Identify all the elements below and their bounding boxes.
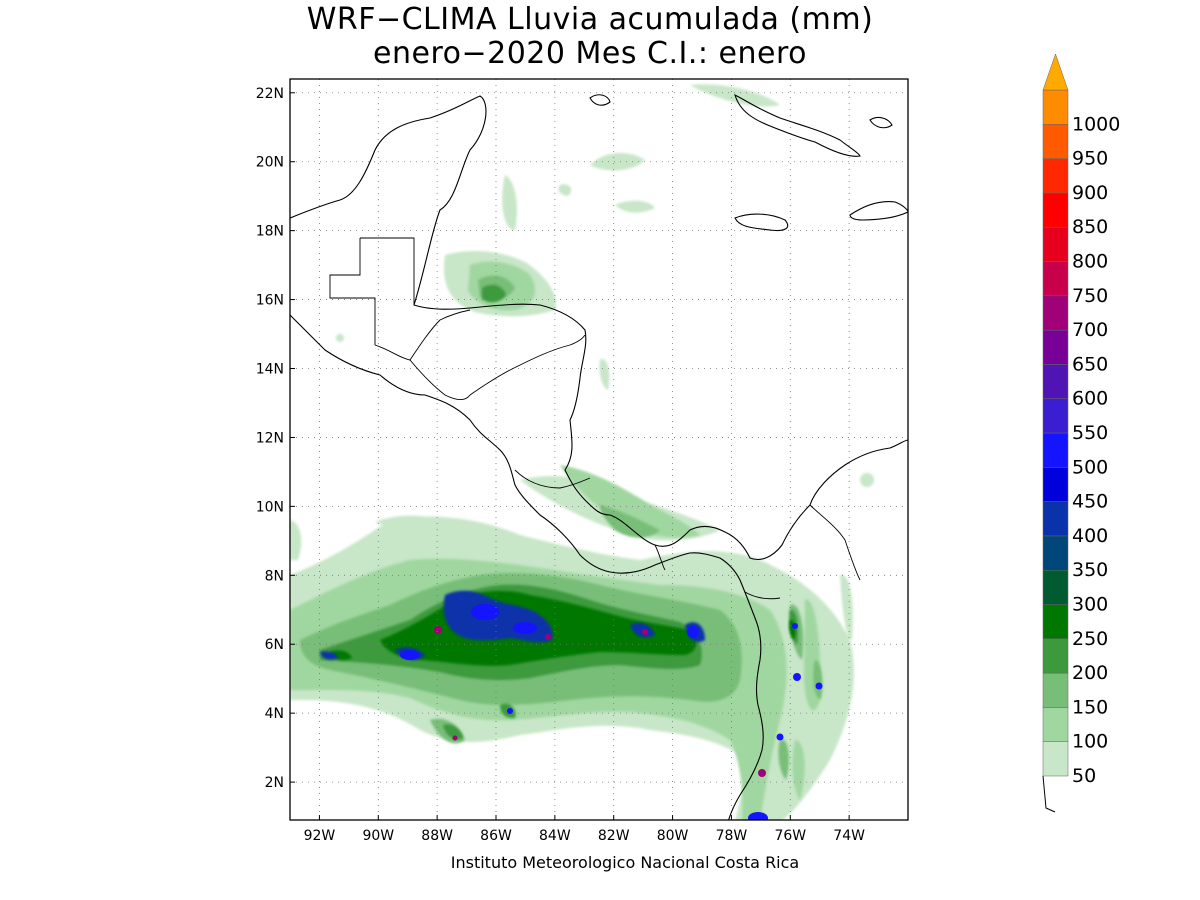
credit-text: Instituto Meteorologico Nacional Costa R… bbox=[450, 853, 800, 872]
lon-tick-label: 82W bbox=[598, 828, 630, 844]
graticule bbox=[290, 79, 908, 820]
colorbar-label: 300 bbox=[1072, 594, 1108, 616]
lat-tick-label: 14N bbox=[256, 362, 284, 378]
lon-tick-label: 88W bbox=[421, 828, 453, 844]
colorbar-swatch bbox=[1042, 398, 1069, 434]
colorbar-label: 100 bbox=[1072, 731, 1108, 753]
country-borders bbox=[329, 237, 861, 600]
precipitation-field bbox=[290, 84, 874, 820]
colorbar-swatch bbox=[1042, 261, 1069, 297]
map-frame bbox=[289, 78, 909, 821]
lat-tick-label: 8N bbox=[265, 568, 284, 584]
colorbar-label: 250 bbox=[1072, 628, 1108, 650]
colorbar-swatch bbox=[1042, 535, 1069, 571]
lat-tick-label: 18N bbox=[256, 224, 284, 240]
lat-tick-label: 16N bbox=[256, 293, 284, 309]
colorbar-swatch bbox=[1042, 192, 1069, 228]
lat-tick-label: 4N bbox=[265, 706, 284, 722]
lon-tick-label: 80W bbox=[657, 828, 689, 844]
longitude-tick-labels: 92W 90W 88W 86W 84W 82W 80W 78W 76W 74W bbox=[304, 815, 865, 844]
colorbar-swatch bbox=[1042, 226, 1069, 262]
colorbar-swatch bbox=[1042, 501, 1069, 537]
colorbar-label: 850 bbox=[1072, 216, 1108, 238]
colorbar-label: 50 bbox=[1072, 765, 1096, 787]
lon-tick-label: 92W bbox=[304, 828, 336, 844]
lon-tick-label: 90W bbox=[362, 828, 394, 844]
lon-tick-label: 84W bbox=[539, 828, 571, 844]
colorbar-label: 800 bbox=[1072, 251, 1108, 273]
colorbar-label: 700 bbox=[1072, 319, 1108, 341]
colorbar-swatch bbox=[1042, 741, 1069, 777]
colorbar-label: 400 bbox=[1072, 525, 1108, 547]
colorbar-label: 900 bbox=[1072, 182, 1108, 204]
lon-tick-label: 74W bbox=[833, 828, 865, 844]
coastlines bbox=[290, 93, 908, 820]
colorbar-swatch bbox=[1042, 158, 1069, 194]
colorbar-swatch bbox=[1042, 432, 1069, 468]
lat-tick-label: 10N bbox=[256, 499, 284, 515]
colorbar: 50 100 150 200 250 300 350 400 450 500 550 600 650 70… bbox=[1042, 53, 1120, 813]
colorbar-label: 1000 bbox=[1072, 113, 1120, 135]
colorbar-label: 950 bbox=[1072, 148, 1108, 170]
colorbar-swatch bbox=[1042, 364, 1069, 399]
lat-tick-label: 12N bbox=[256, 430, 284, 446]
colorbar-swatch bbox=[1042, 707, 1069, 742]
colorbar-swatch bbox=[1042, 672, 1069, 708]
map-title-line1: WRF−CLIMA Lluvia acumulada (mm) bbox=[306, 2, 874, 37]
colorbar-label: 150 bbox=[1072, 696, 1108, 718]
lat-tick-label: 6N bbox=[265, 637, 284, 653]
colorbar-swatch bbox=[1042, 329, 1069, 365]
colorbar-label: 550 bbox=[1072, 422, 1108, 444]
lon-tick-label: 86W bbox=[480, 828, 512, 844]
colorbar-swatch bbox=[1042, 124, 1069, 159]
colorbar-swatch bbox=[1042, 569, 1069, 605]
colorbar-swatch bbox=[1042, 467, 1069, 502]
colorbar-label: 450 bbox=[1072, 491, 1108, 513]
rain-band-450plus bbox=[400, 604, 823, 820]
rain-band-650plus bbox=[434, 626, 766, 777]
lon-tick-label: 76W bbox=[774, 828, 806, 844]
colorbar-label: 350 bbox=[1072, 559, 1108, 581]
colorbar-swatch bbox=[1042, 295, 1069, 331]
lat-tick-label: 22N bbox=[256, 86, 284, 102]
colorbar-swatch bbox=[1042, 89, 1069, 125]
colorbar-label: 200 bbox=[1072, 662, 1108, 684]
colorbar-swatch bbox=[1042, 638, 1069, 674]
lat-tick-label: 20N bbox=[256, 155, 284, 171]
colorbar-upper-arrow bbox=[1042, 53, 1069, 91]
colorbar-label: 600 bbox=[1072, 388, 1108, 410]
colorbar-label: 650 bbox=[1072, 353, 1108, 375]
colorbar-label: 750 bbox=[1072, 285, 1108, 307]
colorbar-label: 500 bbox=[1072, 456, 1108, 478]
lon-tick-label: 78W bbox=[716, 828, 748, 844]
latitude-tick-labels: 22N 20N 18N 16N 14N 12N 10N 8N 6N 4N 2N bbox=[256, 86, 295, 791]
colorbar-swatch bbox=[1042, 604, 1069, 640]
map-title-line2: enero−2020 Mes C.I.: enero bbox=[373, 36, 807, 71]
lat-tick-label: 2N bbox=[265, 775, 284, 791]
colorbar-lower-tail bbox=[1042, 775, 1056, 813]
